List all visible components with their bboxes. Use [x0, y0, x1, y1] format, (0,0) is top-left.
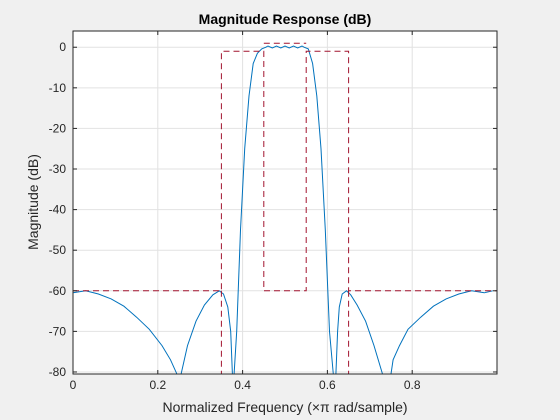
- mask-line: [73, 50, 497, 292]
- data-series: [73, 42, 497, 374]
- x-tick-label: 0.8: [404, 378, 421, 392]
- y-tick-label: -10: [49, 81, 67, 95]
- x-tick-label: 0.2: [149, 378, 166, 392]
- y-tick-label: -40: [49, 203, 67, 217]
- chart-title: Magnitude Response (dB): [199, 11, 372, 27]
- y-axis-label: Magnitude (dB): [25, 154, 41, 250]
- y-tick-label: -70: [49, 324, 67, 338]
- ticks: 0 0.2 0.4 0.6 0.8 0 -10 -20 -30 -40 -50 -60 -70 -80: [49, 31, 497, 392]
- y-tick-label: -50: [49, 243, 67, 257]
- y-tick-label: 0: [59, 40, 66, 54]
- x-tick-label: 0: [70, 378, 77, 392]
- y-tick-label: -20: [49, 121, 67, 135]
- x-tick-label: 0.4: [234, 378, 251, 392]
- y-tick-label: -80: [49, 365, 67, 379]
- magnitude-response-line: [73, 45, 493, 374]
- x-axis-label: Normalized Frequency (×π rad/sample): [162, 399, 407, 415]
- y-tick-label: -30: [49, 162, 67, 176]
- y-tick-label: -60: [49, 284, 67, 298]
- axes-box: [72, 30, 498, 375]
- plot-area: [73, 31, 497, 374]
- x-tick-label: 0.6: [319, 378, 336, 392]
